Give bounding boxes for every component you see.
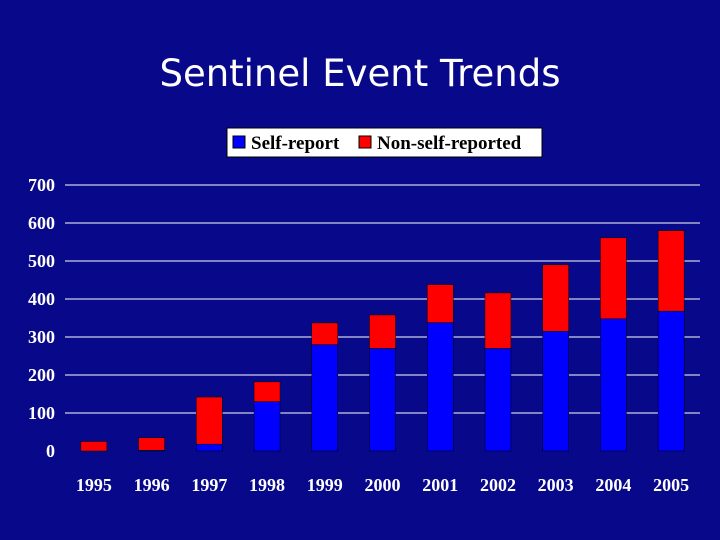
bar-non-self-reported-1997 (196, 396, 223, 445)
y-tick-label: 500 (28, 251, 55, 271)
x-tick-label: 2002 (480, 475, 516, 495)
y-axis-ticks: 0 100 200 300 400 500 600 700 (28, 175, 55, 461)
legend-label-self-report: Self-report (251, 133, 340, 154)
x-tick-label: 1999 (307, 475, 343, 495)
x-axis-ticks: 1995 1996 1997 1998 1999 2000 2001 2002 2003 2004… (76, 475, 689, 495)
bar-non-self-reported-1996 (138, 437, 165, 451)
bar-non-self-reported-2003 (542, 264, 569, 332)
legend-box (226, 127, 543, 158)
bar-self-report-2005 (657, 310, 685, 452)
x-tick-label: 2001 (422, 475, 458, 495)
y-tick-label: 700 (28, 175, 55, 195)
x-tick-label: 2005 (653, 475, 689, 495)
y-tick-label: 400 (28, 289, 55, 309)
x-tick-label: 1998 (249, 475, 285, 495)
x-tick-label: 1995 (76, 475, 112, 495)
y-tick-label: 200 (28, 365, 55, 385)
legend-swatch-self-report (232, 135, 246, 149)
bars (80, 230, 685, 452)
y-tick-label: 300 (28, 327, 55, 347)
bar-non-self-reported-2001 (426, 284, 454, 323)
y-tick-label: 600 (28, 213, 55, 233)
legend-swatch-non-self-reported (358, 135, 372, 149)
bar-non-self-reported-2002 (484, 292, 512, 349)
legend: Self-report Non-self-reported (226, 127, 543, 158)
legend-label-non-self-reported: Non-self-reported (377, 133, 522, 154)
bar-self-report-1998 (253, 401, 281, 452)
bar-non-self-reported-2004 (600, 237, 627, 320)
bar-self-report-2004 (600, 318, 627, 452)
y-tick-label: 0 (46, 441, 55, 461)
bar-non-self-reported-1995 (80, 441, 108, 452)
bar-self-report-2002 (484, 348, 512, 452)
bar-non-self-reported-2005 (657, 230, 685, 312)
x-tick-label: 1996 (134, 475, 170, 495)
x-tick-label: 2000 (365, 475, 401, 495)
bar-non-self-reported-1998 (253, 381, 281, 402)
bar-self-report-1999 (311, 344, 339, 452)
x-tick-label: 2003 (538, 475, 574, 495)
bar-self-report-2003 (542, 331, 569, 452)
x-tick-label: 2004 (595, 475, 631, 495)
bar-self-report-2000 (369, 348, 396, 452)
bar-self-report-2001 (426, 322, 454, 452)
bar-non-self-reported-2000 (369, 314, 396, 349)
y-tick-label: 100 (28, 403, 55, 423)
bar-self-report-1997 (196, 443, 223, 452)
bar-non-self-reported-1999 (311, 322, 339, 345)
x-tick-label: 1997 (191, 475, 227, 495)
slide-title: Sentinel Event Trends (159, 52, 561, 95)
